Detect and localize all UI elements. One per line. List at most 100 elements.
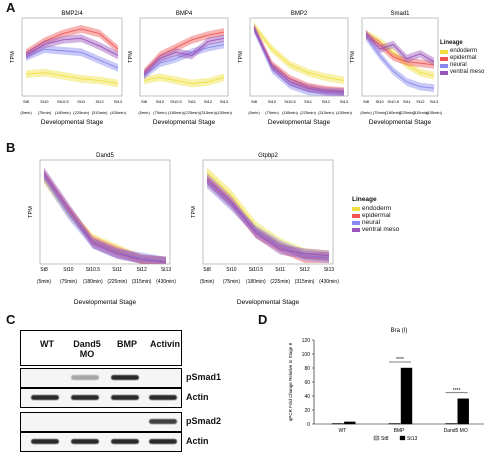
legend-swatch xyxy=(440,56,448,61)
western-blot-panel: WT Dand5 MO BMP Activin pSmad1 Actin pSmad2 Ac… xyxy=(20,330,255,452)
legend-swatch xyxy=(440,70,448,75)
bar xyxy=(344,421,356,425)
x-tick-time: (225min) xyxy=(73,110,89,115)
series-band-ventral-meso xyxy=(207,173,329,261)
x-tick-label: St12 xyxy=(136,267,147,273)
series-line-endoderm xyxy=(253,25,345,81)
series-line-epidermal xyxy=(206,180,329,259)
line-chart-dand5: Dand5 TPM St8 (5min) St10 (75min) St10.5 (180mi… xyxy=(28,153,176,306)
x-tick-label: St8 xyxy=(251,99,258,104)
blot-row-label: Actin xyxy=(186,392,209,402)
legend-label: St8 xyxy=(381,436,389,442)
blot-column-label: Dand5 MO xyxy=(73,339,101,359)
x-tick-time: (75min) xyxy=(265,110,279,115)
series-band-ventral-meso xyxy=(366,29,434,66)
line-chart-bmp4: BMP4 TPM St8 (5min) St10 (75min) St10.5 (180min… xyxy=(128,11,233,126)
chart-title: Bra (I) xyxy=(391,328,408,334)
legend-title: Lineage xyxy=(352,196,377,203)
blot-column-label: BMP xyxy=(117,339,137,349)
series-band-epidermal xyxy=(44,169,166,264)
series-line-ventral-meso xyxy=(25,37,119,56)
y-axis-label: TPM xyxy=(350,51,356,63)
y-tick-label: 100 xyxy=(302,352,311,358)
blot-row-label: pSmad2 xyxy=(186,416,222,426)
legend-swatch xyxy=(352,213,360,218)
x-tick-time: (430min) xyxy=(319,279,339,285)
x-tick-time: (430min) xyxy=(156,279,176,285)
blot-strip xyxy=(20,368,182,388)
legend-entry: ventral meso xyxy=(352,226,399,233)
x-tick-label: St10 xyxy=(268,99,277,104)
blot-column-label: Activin xyxy=(149,339,180,349)
blot-band xyxy=(111,375,139,380)
x-tick-time: (180min) xyxy=(282,110,298,115)
y-tick-label: 0 xyxy=(307,422,310,428)
x-tick-label: St11 xyxy=(188,99,197,104)
x-tick-label: St8 xyxy=(141,99,148,104)
series-band-ventral-meso xyxy=(254,24,344,97)
x-tick-label: St11 xyxy=(77,99,86,104)
series-line-epidermal xyxy=(365,34,435,66)
x-tick-label: St10 xyxy=(156,99,165,104)
legend-entry: endoderm xyxy=(352,205,399,212)
x-tick-time: (5min) xyxy=(37,279,52,285)
x-tick-label: St8 xyxy=(23,99,30,104)
series-band-ventral-meso xyxy=(26,34,118,60)
series-line-epidermal xyxy=(143,31,225,73)
legend-entry: endoderm xyxy=(440,48,484,55)
legend-label: epidermal xyxy=(362,212,391,219)
series-line-ventral-meso xyxy=(143,37,225,75)
x-tick-time: (315min) xyxy=(295,279,315,285)
x-tick-label: St13 xyxy=(161,267,172,273)
series-band-neural xyxy=(26,45,118,72)
legend-label: epidermal xyxy=(450,55,477,61)
line-charts-figure: BMP2/4 TPM St8 (5min) St10 (75min) St10.5 (180m… xyxy=(10,11,443,306)
significance-stars: **** xyxy=(453,388,461,394)
series-band-neural xyxy=(144,40,224,80)
x-tick-label: St10 xyxy=(375,99,384,104)
legend-label: St13 xyxy=(407,436,418,442)
series-line-neural xyxy=(25,48,119,69)
x-axis-label: Developmental Stage xyxy=(153,119,216,126)
y-tick-label: 40 xyxy=(304,394,310,400)
x-tick-time: (430min) xyxy=(336,110,352,115)
x-tick-label: St12 xyxy=(322,99,331,104)
x-tick-time: (75min) xyxy=(38,110,52,115)
x-axis-label: Developmental Stage xyxy=(369,119,432,126)
x-tick-label: St10.5 xyxy=(86,267,101,273)
chart-title: Gtpbp2 xyxy=(258,153,278,159)
x-tick-label: St8 xyxy=(203,267,211,273)
blot-band xyxy=(149,419,177,424)
blot-band xyxy=(31,439,59,444)
series-line-epidermal xyxy=(253,27,345,92)
bra-bar-chart: Bra (I) 0 20 40 60 80 100 120 qPCR Fold Change R… xyxy=(288,328,484,442)
bar xyxy=(457,398,469,425)
x-tick-time: (75min) xyxy=(223,279,240,285)
x-tick-label: St11 xyxy=(403,99,412,104)
series-band-endoderm xyxy=(254,21,344,85)
series-band-endoderm xyxy=(144,73,224,88)
series-band-ventral-meso xyxy=(44,167,166,264)
legend-title: Lineage xyxy=(440,40,463,46)
series-line-epidermal xyxy=(25,28,119,54)
x-tick-label: BMP xyxy=(394,428,406,434)
x-tick-label: St13 xyxy=(220,99,229,104)
plot-frame xyxy=(202,159,334,265)
x-tick-label: St10.5 xyxy=(249,267,264,273)
lineage-legend-b: Lineage endoderm epidermal neural ventral m… xyxy=(352,196,399,233)
x-tick-time: (225min) xyxy=(184,110,200,115)
chart-title: BMP4 xyxy=(176,11,193,17)
x-tick-time: (5min) xyxy=(138,110,150,115)
blot-column-label: WT xyxy=(40,339,54,349)
x-tick-time: (5min) xyxy=(360,110,372,115)
x-axis-label: Developmental Stage xyxy=(74,299,137,306)
series-band-neural xyxy=(366,32,434,93)
series-line-ventral-meso xyxy=(253,27,345,93)
legend-label: neural xyxy=(450,62,467,68)
y-tick-label: 20 xyxy=(304,408,310,414)
x-tick-label: St12 xyxy=(299,267,310,273)
x-axis-label: Developmental Stage xyxy=(41,119,104,126)
x-tick-label: St8 xyxy=(40,267,48,273)
x-tick-label: St11 xyxy=(112,267,122,273)
legend-label: neural xyxy=(362,219,381,226)
